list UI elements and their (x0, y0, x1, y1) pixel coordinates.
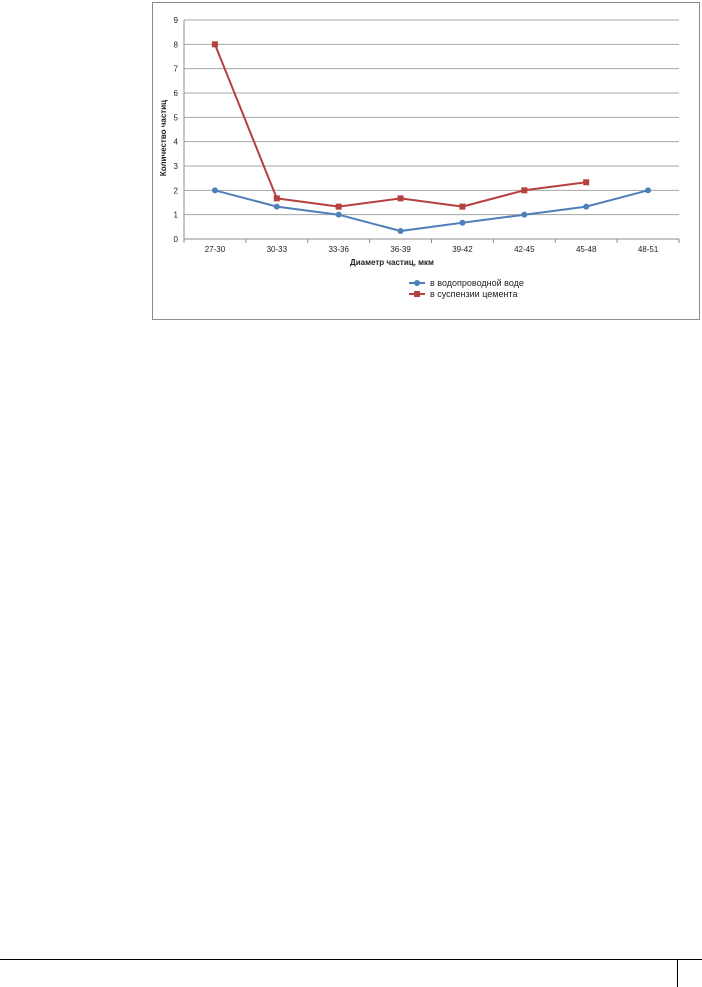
series-line (214, 189, 649, 232)
y-tick-label: 5 (174, 113, 179, 122)
gridlines (183, 19, 680, 243)
y-tick-label: 6 (174, 89, 179, 98)
data-point (273, 195, 280, 202)
data-point (521, 211, 528, 218)
series-lines (211, 41, 652, 234)
y-tick-label: 4 (174, 138, 179, 147)
x-tick-label: 42-45 (514, 245, 535, 254)
legend-item: в суспензии цемента (409, 289, 517, 299)
legend-marker (414, 280, 420, 286)
page-number-box (677, 959, 702, 987)
y-tick-label: 3 (174, 162, 179, 171)
y-tick-label: 8 (174, 40, 179, 49)
y-tick-label: 7 (174, 65, 179, 74)
data-point (397, 195, 404, 202)
legend-label: в водопроводной воде (430, 278, 524, 288)
y-axis-title: Количество частиц (159, 100, 168, 176)
data-point (583, 179, 590, 186)
series-2 (211, 41, 590, 210)
data-point (273, 203, 280, 210)
y-tick-label: 9 (174, 16, 179, 25)
x-tick-label: 27-30 (205, 245, 226, 254)
data-point (211, 41, 218, 48)
y-tick-label: 2 (174, 186, 179, 195)
y-tick-label: 0 (174, 235, 179, 244)
legend-item: в водопроводной воде (409, 278, 524, 288)
line-chart: 0 1 2 3 4 5 6 7 8 9 27-30 30-33 33-36 36-39 39-42 42-4… (152, 2, 700, 320)
data-point (459, 203, 466, 210)
x-tick-label: 36-39 (390, 245, 411, 254)
data-point (335, 203, 342, 210)
page-footer-rule (0, 959, 702, 960)
data-point (645, 187, 652, 194)
data-point (521, 187, 528, 194)
x-tick-label: 39-42 (452, 245, 473, 254)
y-tick-labels: 0 1 2 3 4 5 6 7 8 9 (174, 16, 179, 244)
x-tick-labels: 27-30 30-33 33-36 36-39 39-42 42-45 45-48 48-51 (205, 245, 659, 254)
data-point (397, 227, 404, 234)
data-point (459, 219, 466, 226)
x-tick-label: 45-48 (576, 245, 597, 254)
x-tick-label: 30-33 (267, 245, 288, 254)
data-point (583, 203, 590, 210)
x-tick-label: 33-36 (328, 245, 349, 254)
series-1 (211, 187, 652, 234)
legend-marker (414, 291, 420, 297)
data-point (211, 187, 218, 194)
x-axis-title: Диаметр частиц, мкм (350, 258, 434, 267)
x-tick-label: 48-51 (638, 245, 659, 254)
data-point (335, 211, 342, 218)
y-tick-label: 1 (174, 211, 179, 220)
chart-canvas: 0 1 2 3 4 5 6 7 8 9 27-30 30-33 33-36 36-39 39-42 42-4… (159, 16, 680, 299)
legend-label: в суспензии цемента (430, 289, 517, 299)
